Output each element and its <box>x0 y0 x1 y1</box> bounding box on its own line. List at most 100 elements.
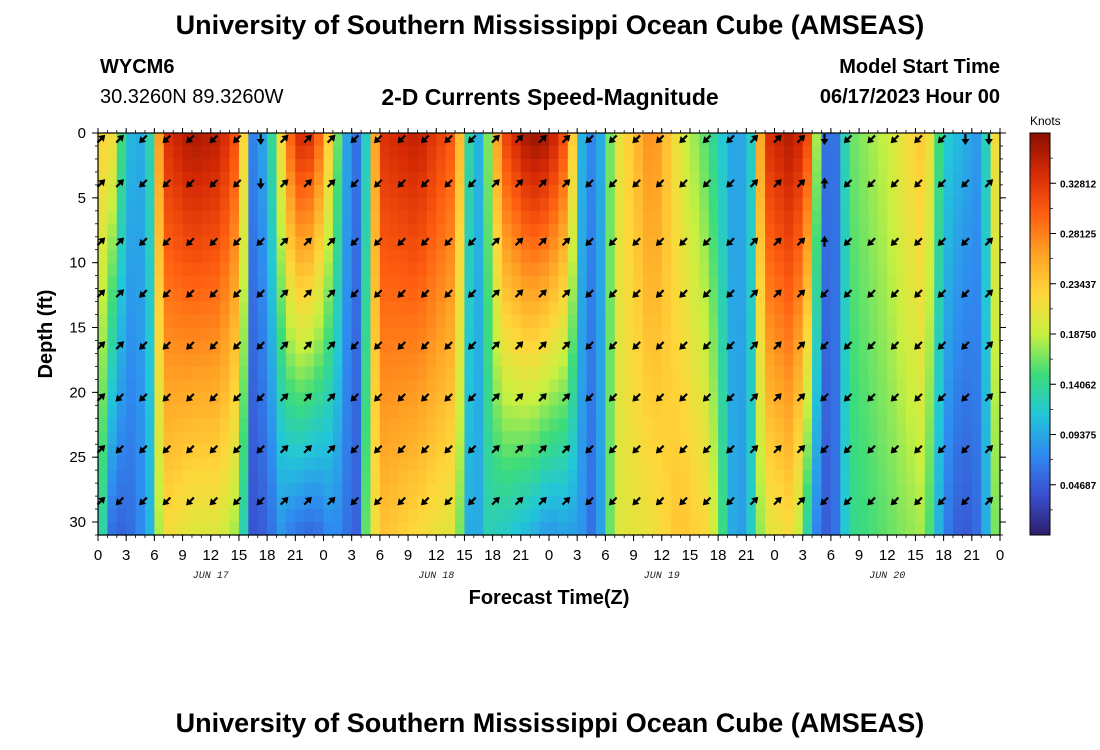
heatmap-cell <box>624 522 635 536</box>
current-arrow-head <box>937 238 945 246</box>
current-arrow-head <box>139 498 147 506</box>
heatmap-cell <box>398 210 409 225</box>
heatmap-cell <box>633 405 644 419</box>
heatmap-cell <box>426 353 437 368</box>
heatmap-cell <box>774 379 785 393</box>
heatmap-cell <box>210 145 221 160</box>
heatmap-cell <box>624 236 635 251</box>
x-tick-label: 6 <box>376 547 384 564</box>
heatmap-cell <box>511 379 522 393</box>
heatmap-cell <box>802 522 813 536</box>
current-arrow-head <box>702 498 710 506</box>
heatmap-cell <box>624 145 635 160</box>
heatmap-cell <box>633 522 644 536</box>
heatmap-cell <box>502 210 513 225</box>
heatmap-cell <box>426 288 437 303</box>
heatmap-cell <box>408 288 419 303</box>
heatmap-cell <box>558 366 569 380</box>
heatmap-cell <box>906 236 917 251</box>
heatmap-cell <box>332 509 343 523</box>
heatmap-cell <box>699 522 710 536</box>
heatmap-cell <box>530 145 541 160</box>
x-tick-label: 0 <box>545 547 553 564</box>
current-arrow <box>115 134 125 144</box>
heatmap-cell <box>821 145 832 160</box>
heatmap-cell <box>765 133 776 147</box>
heatmap-cell <box>661 133 672 147</box>
heatmap-cell <box>558 483 569 497</box>
heatmap-cell <box>473 496 484 510</box>
heatmap-cell <box>267 509 278 523</box>
heatmap-cell <box>812 509 823 523</box>
heatmap-cell <box>783 184 794 199</box>
heatmap-cell <box>304 184 315 199</box>
heatmap-cell <box>605 210 616 225</box>
heatmap-cell <box>361 470 372 484</box>
heatmap-cell <box>981 353 992 368</box>
heatmap-cell <box>361 275 372 290</box>
heatmap-cell <box>680 340 691 355</box>
heatmap-cell <box>436 301 447 316</box>
current-arrow <box>538 393 547 402</box>
heatmap-cell <box>389 418 400 432</box>
heatmap-cell <box>614 444 625 458</box>
current-arrow <box>867 393 876 402</box>
heatmap-cell <box>896 262 907 277</box>
heatmap-cell <box>173 444 184 458</box>
heatmap-cell <box>314 522 325 536</box>
heatmap-cell <box>502 470 513 484</box>
heatmap-cell <box>783 327 794 342</box>
heatmap-cell <box>276 405 287 419</box>
current-arrow-head <box>914 394 922 402</box>
heatmap-cell <box>154 288 165 303</box>
heatmap-cell <box>793 197 804 212</box>
heatmap-cell <box>887 418 898 432</box>
heatmap-cell <box>379 509 390 523</box>
heatmap-cell <box>614 171 625 186</box>
heatmap-cell <box>624 496 635 510</box>
heatmap-cell <box>426 496 437 510</box>
heatmap-cell <box>906 470 917 484</box>
heatmap-cell <box>755 197 766 212</box>
heatmap-cell <box>107 184 118 199</box>
current-arrow-head <box>632 238 640 246</box>
current-arrow-head <box>890 446 898 454</box>
heatmap-cell <box>661 457 672 471</box>
heatmap-cell <box>934 197 945 212</box>
heatmap-cell <box>417 509 428 523</box>
current-arrow <box>467 179 477 188</box>
heatmap-cell <box>783 275 794 290</box>
heatmap-cell <box>699 314 710 329</box>
day-label: JUN 19 <box>644 571 680 582</box>
heatmap-cell <box>173 158 184 173</box>
heatmap-cell <box>661 509 672 523</box>
heatmap-cell <box>549 509 559 523</box>
heatmap-cell <box>567 392 578 406</box>
heatmap-cell <box>455 197 466 212</box>
heatmap-cell <box>577 171 588 186</box>
current-arrow <box>162 289 172 298</box>
heatmap-cell <box>680 184 691 199</box>
heatmap-cell <box>408 210 419 225</box>
heatmap-cell <box>971 145 982 160</box>
current-arrow <box>679 289 688 298</box>
heatmap-cell <box>436 392 447 406</box>
heatmap-cell <box>708 275 719 290</box>
current-arrow-head <box>961 342 969 350</box>
heatmap-cell <box>473 327 484 342</box>
heatmap-cell <box>332 340 343 355</box>
heatmap-cell <box>511 301 522 316</box>
heatmap-cell <box>530 457 541 471</box>
current-arrow-head <box>256 290 264 298</box>
current-arrow <box>397 179 407 188</box>
current-arrow <box>655 179 665 188</box>
heatmap-cell <box>116 470 127 484</box>
heatmap-cell <box>417 405 428 419</box>
heatmap-cell <box>586 275 597 290</box>
heatmap-cell <box>896 133 907 147</box>
heatmap-cell <box>257 405 268 419</box>
heatmap-cell <box>774 171 785 186</box>
heatmap-cell <box>257 223 268 238</box>
heatmap-cell <box>332 184 343 199</box>
heatmap-cell <box>990 392 1001 406</box>
